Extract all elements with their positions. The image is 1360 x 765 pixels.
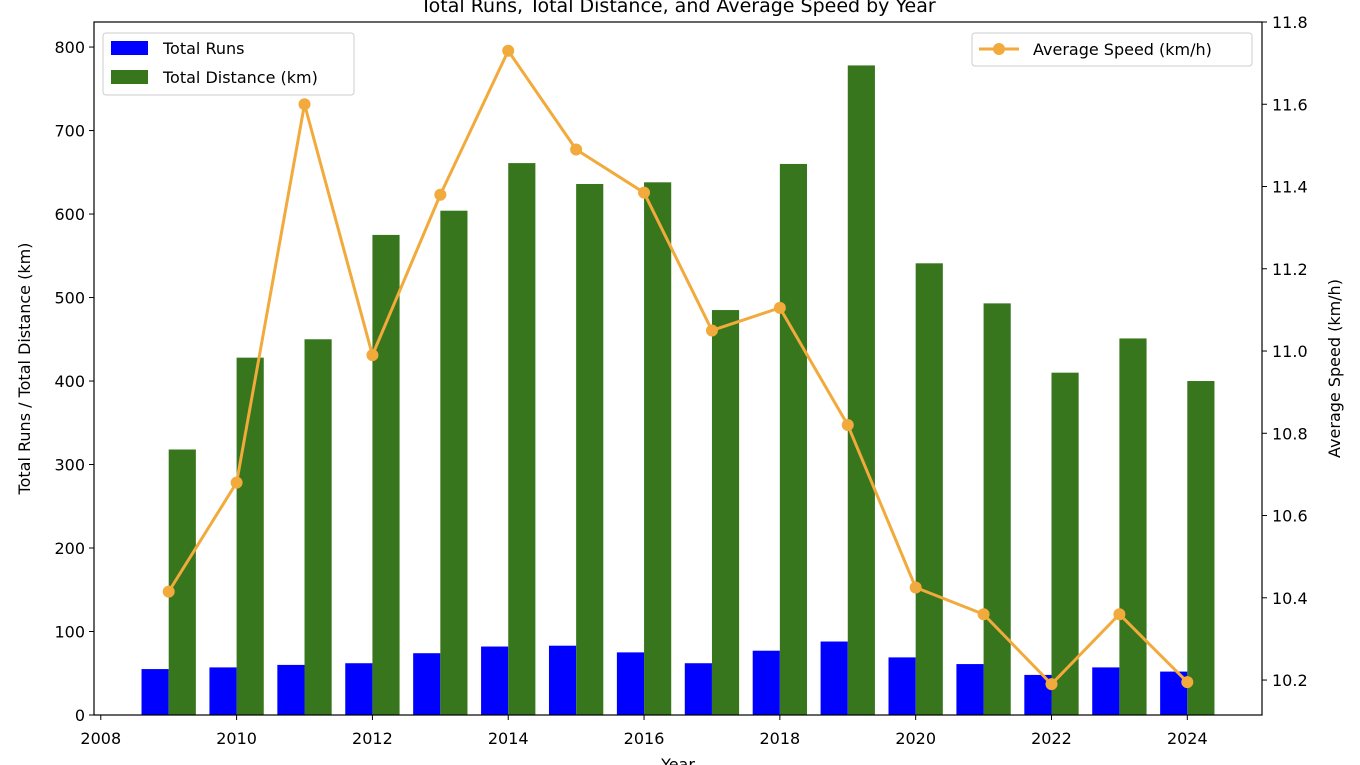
legend-swatch-total-distance (111, 70, 148, 84)
legend-swatch-average-speed-marker (993, 43, 1005, 55)
ticks-layer: 2008 2010 2012 2014 2016 2018 2020 2022 2024 0 100… (54, 13, 1307, 748)
y-tick-label-100: 100 (54, 623, 85, 642)
x-tick-label-2016: 2016 (624, 729, 665, 748)
x-axis-label: Year (660, 755, 695, 765)
bar-total-runs-2009 (141, 669, 169, 715)
bar-total-distance-km-2010 (236, 357, 264, 715)
average-speed-point-2015 (570, 143, 583, 156)
bar-total-runs-2010 (209, 667, 237, 715)
x-tick-label-2014: 2014 (488, 729, 529, 748)
y2-tick-label-10.8: 10.8 (1272, 424, 1308, 443)
bar-total-distance-km-2013 (440, 210, 468, 715)
y2-tick-label-10.6: 10.6 (1272, 507, 1308, 526)
average-speed-line (167, 49, 1189, 686)
legend-line: Average Speed (km/h) (971, 32, 1253, 67)
y2-tick-label-11.4: 11.4 (1272, 178, 1308, 197)
y-tick-label-200: 200 (54, 539, 85, 558)
bar-total-distance-km-2024 (1187, 381, 1215, 715)
legend-bars: Total Runs Total Distance (km) (102, 32, 355, 96)
average-speed-point-2023 (1113, 608, 1126, 621)
bar-total-runs-2012 (345, 663, 373, 715)
bar-total-distance-km-2023 (1119, 338, 1147, 715)
legend-swatch-total-runs (111, 41, 148, 55)
axes-frame (93, 21, 1263, 716)
y2-tick-label-11.0: 11.0 (1272, 342, 1308, 361)
bar-total-distance-km-2014 (508, 163, 536, 716)
average-speed-point-2014 (502, 44, 515, 57)
y2-tick-label-11.2: 11.2 (1272, 260, 1308, 279)
y2-tick-label-11.8: 11.8 (1272, 13, 1308, 32)
average-speed-point-2020 (909, 581, 922, 594)
x-tick-label-2020: 2020 (895, 729, 936, 748)
bar-total-runs-2016 (616, 652, 645, 715)
bar-total-distance-km-2015 (576, 183, 604, 716)
y-tick-label-500: 500 (54, 289, 85, 308)
y2-tick-label-10.2: 10.2 (1272, 671, 1308, 690)
y2-tick-label-10.4: 10.4 (1272, 589, 1308, 608)
average-speed-point-2010 (230, 476, 243, 489)
speed-line-layer (162, 44, 1194, 691)
x-tick-label-2022: 2022 (1031, 729, 1072, 748)
x-tick-label-2018: 2018 (760, 729, 801, 748)
bar-total-distance-km-2012 (372, 234, 400, 715)
bar-total-runs-2020 (888, 657, 916, 715)
bar-total-runs-2011 (277, 664, 305, 715)
y2-tick-label-11.6: 11.6 (1272, 95, 1308, 114)
average-speed-point-2013 (434, 188, 447, 201)
average-speed-point-2021 (977, 608, 990, 621)
y-axis-label: Total Runs / Total Distance (km) (15, 243, 34, 496)
bar-total-runs-2018 (752, 650, 780, 715)
y-tick-label-600: 600 (54, 205, 85, 224)
y2-axis-label: Average Speed (km/h) (1325, 279, 1344, 458)
bar-total-distance-km-2019 (847, 65, 875, 716)
legend-label-average-speed: Average Speed (km/h) (1033, 40, 1212, 59)
legend-line-frame (971, 32, 1253, 67)
x-tick-label-2024: 2024 (1167, 729, 1208, 748)
bar-total-runs-2017 (684, 663, 712, 715)
bar-total-distance-km-2021 (983, 303, 1011, 715)
bar-total-runs-2014 (481, 646, 509, 715)
x-tick-label-2010: 2010 (216, 729, 257, 748)
bar-total-distance-km-2018 (779, 163, 808, 715)
chart-title: Total Runs, Total Distance, and Average … (419, 0, 936, 17)
bar-total-runs-2021 (956, 664, 984, 715)
bar-total-distance-km-2017 (711, 310, 740, 715)
bars-layer (141, 65, 1215, 716)
y-tick-label-800: 800 (54, 38, 85, 57)
x-tick-label-2012: 2012 (352, 729, 393, 748)
average-speed-point-2018 (773, 301, 786, 314)
y-tick-label-0: 0 (75, 706, 85, 725)
bar-total-distance-km-2016 (644, 182, 672, 715)
average-speed-point-2024 (1181, 676, 1194, 689)
average-speed-point-2022 (1045, 678, 1058, 691)
legend-label-total-runs: Total Runs (162, 39, 244, 58)
legend-label-total-distance: Total Distance (km) (162, 68, 318, 87)
legend-bars-frame (102, 32, 355, 96)
average-speed-point-2009 (162, 585, 175, 598)
bar-total-runs-2019 (820, 641, 848, 715)
average-speed-point-2019 (841, 419, 854, 432)
y-tick-label-300: 300 (54, 456, 85, 475)
average-speed-point-2017 (705, 324, 718, 337)
y-tick-label-400: 400 (54, 372, 85, 391)
y-tick-label-700: 700 (54, 122, 85, 141)
average-speed-point-2011 (298, 98, 311, 111)
bar-total-runs-2023 (1092, 667, 1120, 715)
average-speed-point-2016 (638, 186, 651, 199)
bar-total-distance-km-2022 (1051, 372, 1079, 715)
bar-total-distance-km-2020 (915, 263, 943, 715)
bar-total-distance-km-2011 (304, 339, 332, 715)
average-speed-point-2012 (366, 349, 379, 362)
bar-total-runs-2015 (548, 645, 577, 715)
bar-total-runs-2013 (413, 653, 441, 715)
x-tick-label-2008: 2008 (80, 729, 121, 748)
